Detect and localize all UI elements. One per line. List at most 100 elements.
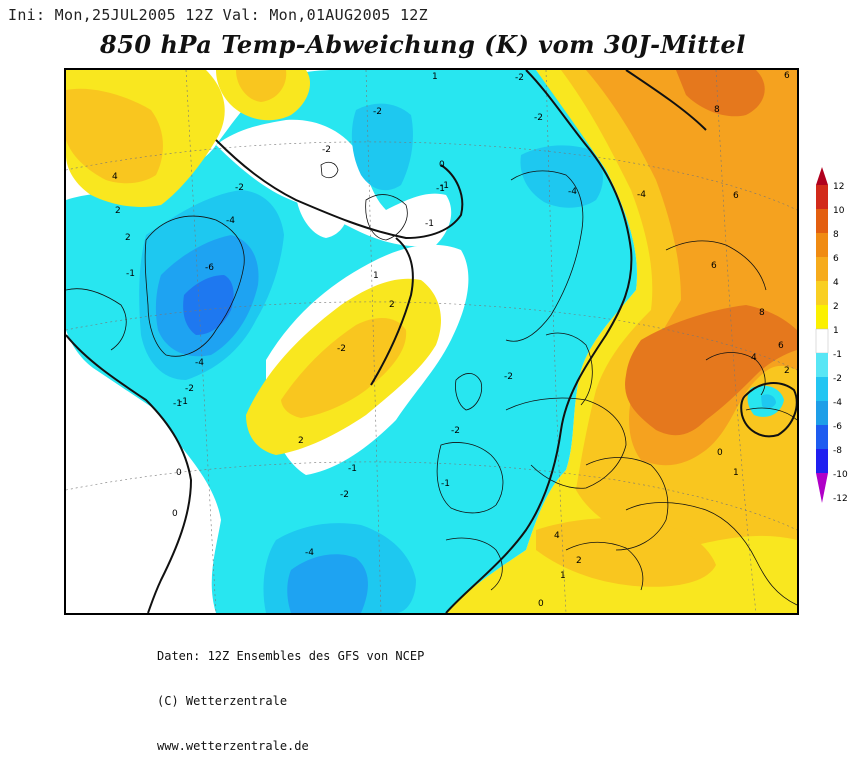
coastlines — [66, 161, 797, 606]
legend-swatch — [816, 281, 828, 305]
contour-label: 0 — [538, 599, 544, 609]
contour-label: 6 — [711, 261, 717, 271]
legend-swatch — [816, 353, 828, 377]
init-value: Mon,25JUL2005 12Z — [54, 6, 214, 24]
legend-label: 2 — [833, 302, 839, 312]
warm-region-east-gold-lower — [536, 518, 716, 587]
contour-label: 2 — [298, 436, 304, 446]
contour-label: 0 — [176, 468, 182, 478]
contour-label: 6 — [778, 341, 784, 351]
credits-website: www.wetterzentrale.de — [157, 739, 309, 753]
cold-region-scandinavia-cyan — [520, 145, 603, 208]
warm-region-east-orange-dark — [676, 70, 765, 117]
cold-region-iceland-cyan — [351, 103, 413, 191]
legend-label: -12 — [833, 494, 848, 504]
contour-label: -2 — [515, 73, 524, 83]
contour-label: 0 — [172, 509, 178, 519]
contour-label: -2 — [337, 344, 346, 354]
contour-label: 2 — [784, 366, 790, 376]
contour-label: 1 — [432, 72, 438, 82]
legend-swatch — [816, 449, 828, 473]
contour-label: -1 — [436, 184, 445, 194]
contour-label: 4 — [751, 353, 757, 363]
contour-label: 8 — [714, 105, 720, 115]
contour-label: 2 — [576, 556, 582, 566]
contour-label: 6 — [733, 191, 739, 201]
contour-label: 2 — [389, 300, 395, 310]
legend-label: 1 — [833, 326, 839, 336]
neutral-region-north-atlantic — [66, 350, 206, 613]
contour-label: 0 — [717, 448, 723, 458]
legend-swatch — [816, 209, 828, 233]
credits-copyright: (C) Wetterzentrale — [157, 694, 288, 708]
contour-label: 4 — [554, 531, 560, 541]
credits-data-source: Daten: 12Z Ensembles des GFS von NCEP — [157, 649, 425, 663]
legend-swatch — [816, 257, 828, 281]
run-info-line: Ini: Mon,25JUL2005 12Z Val: Mon,01AUG200… — [8, 6, 428, 24]
contour-label: -2 — [451, 426, 460, 436]
contour-label: -1 — [173, 399, 182, 409]
legend-swatch — [816, 377, 828, 401]
warm-region-mid-atlantic-gold — [281, 318, 407, 418]
init-label: Ini: — [8, 6, 46, 24]
warm-region-europe-orange-dark — [625, 305, 797, 436]
map-canvas: 1 -2 -2 -2 -2 -4 -6 -4 -2 -1 2 4 2 -1 0 … — [66, 70, 797, 613]
credits-block: Daten: 12Z Ensembles des GFS von NCEP (C… — [157, 619, 424, 769]
valid-value: Mon,01AUG2005 12Z — [269, 6, 428, 24]
map-title: 850 hPa Temp-Abweichung (K) vom 30J-Mitt… — [100, 30, 746, 59]
legend-swatch — [815, 328, 829, 354]
legend-label: -8 — [833, 446, 842, 456]
contour-label: -2 — [340, 490, 349, 500]
contour-label: 1 — [560, 571, 566, 581]
contour-label: -4 — [195, 358, 204, 368]
contour-labels: 1 -2 -2 -2 -2 -4 -6 -4 -2 -1 2 4 2 -1 0 … — [112, 71, 790, 609]
warm-region-arctic-gold — [236, 70, 287, 102]
neutral-region-polar — [216, 119, 452, 247]
legend-svg: 12 10 8 6 4 2 1 -1 -2 -4 -6 -8 -10 -12 — [815, 167, 848, 504]
contour-label: 0 — [439, 160, 445, 170]
contour-label: -4 — [568, 187, 577, 197]
contour-label: -2 — [504, 372, 513, 382]
legend-label: -10 — [833, 470, 848, 480]
contour-label: -1 — [440, 181, 449, 191]
legend-label: 12 — [833, 182, 844, 192]
legend-swatch — [816, 185, 828, 209]
legend-bottom-arrow — [816, 473, 828, 503]
contour-label: -1 — [441, 479, 450, 489]
contour-label: 2 — [125, 233, 131, 243]
legend-label: 4 — [833, 278, 839, 288]
legend-label: 6 — [833, 254, 839, 264]
legend-swatch — [816, 233, 828, 257]
legend-label: -6 — [833, 422, 842, 432]
contour-label: -4 — [305, 548, 314, 558]
legend-swatch — [816, 305, 828, 329]
warm-region-northwest-gold — [66, 88, 163, 184]
contour-label: -4 — [637, 190, 646, 200]
legend-swatch — [816, 425, 828, 449]
contour-label: -1 — [348, 464, 357, 474]
valid-label: Val: — [222, 6, 260, 24]
contour-label: -1 — [126, 269, 135, 279]
contour-label: 2 — [115, 206, 121, 216]
color-legend: 12 10 8 6 4 2 1 -1 -2 -4 -6 -8 -10 -12 — [812, 165, 851, 515]
contour-label: 1 — [373, 271, 379, 281]
contour-label: -6 — [205, 263, 214, 273]
contour-label: -2 — [322, 145, 331, 155]
contour-label: 4 — [112, 172, 118, 182]
legend-label: -1 — [833, 350, 842, 360]
contour-label: -2 — [534, 113, 543, 123]
legend-top-arrow — [816, 167, 828, 185]
contour-label: 1 — [733, 468, 739, 478]
zero-contours — [66, 70, 797, 613]
cold-region-greenland-blue — [183, 275, 234, 335]
contour-label: 8 — [759, 308, 765, 318]
legend-label: 10 — [833, 206, 845, 216]
legend-label: 8 — [833, 230, 839, 240]
contour-label: -1 — [179, 397, 188, 407]
legend-label: -4 — [833, 398, 842, 408]
contour-label: -2 — [235, 183, 244, 193]
anomaly-map: 1 -2 -2 -2 -2 -4 -6 -4 -2 -1 2 4 2 -1 0 … — [64, 68, 799, 615]
cold-region-balkan-cyan-dark — [761, 394, 776, 409]
cold-region-southwest-blue-light — [287, 554, 368, 613]
contour-label: -1 — [425, 219, 434, 229]
